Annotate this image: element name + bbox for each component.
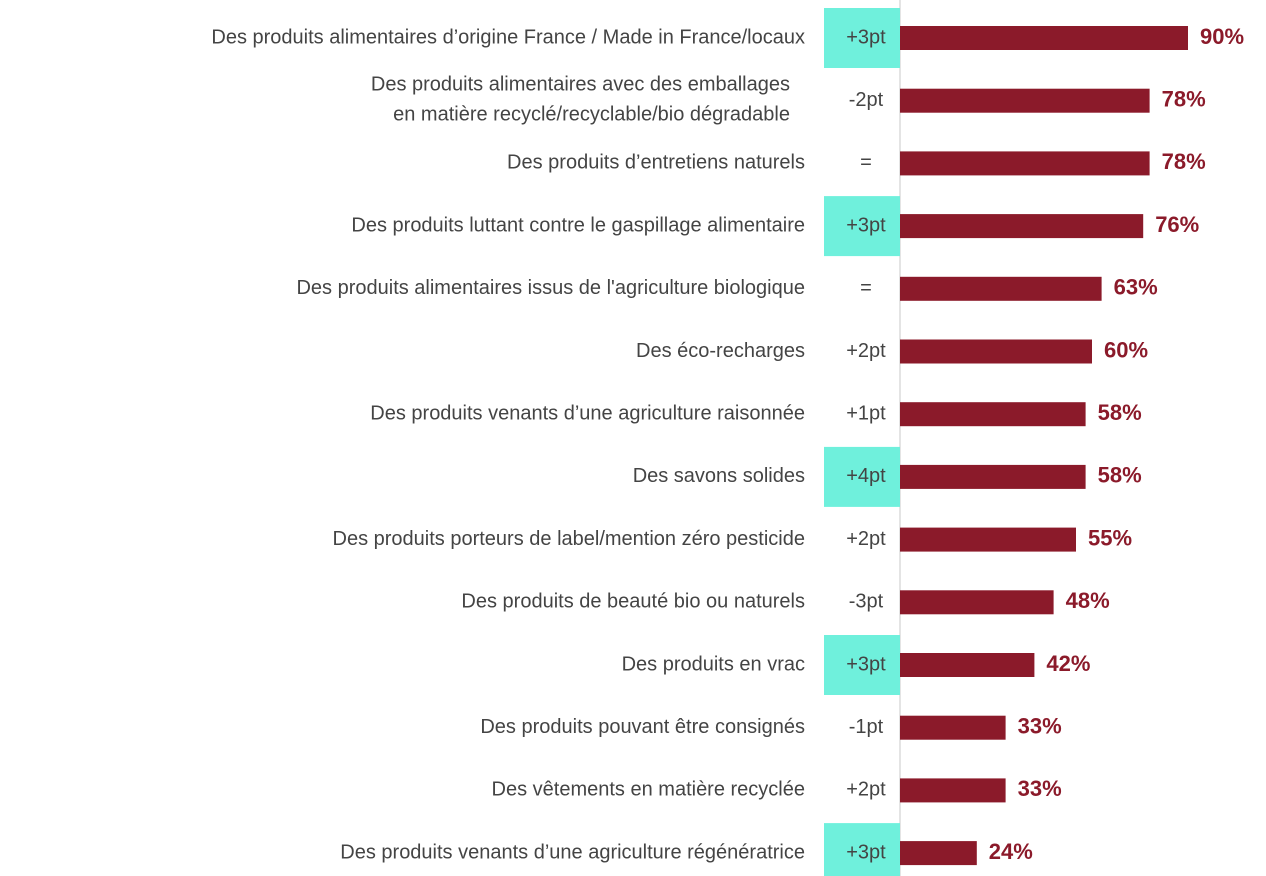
category-label: Des produits de beauté bio ou naturels xyxy=(461,591,805,613)
category-label: Des produits d’entretiens naturels xyxy=(507,152,805,174)
category-label: Des produits en vrac xyxy=(622,653,805,675)
bar xyxy=(900,778,1006,803)
delta-label: +2pt xyxy=(846,340,886,362)
value-label: 63% xyxy=(1114,275,1158,300)
value-label: 78% xyxy=(1162,87,1206,112)
bar xyxy=(900,214,1144,239)
bar xyxy=(900,653,1035,677)
delta-label: = xyxy=(860,277,872,299)
category-label: Des produits venants d’une agriculture r… xyxy=(340,841,805,863)
bar xyxy=(900,841,977,866)
delta-highlight xyxy=(824,446,900,507)
category-label-line: Des produits alimentaires avec des embal… xyxy=(371,74,790,96)
delta-highlight xyxy=(824,8,900,68)
delta-highlight xyxy=(824,196,900,257)
category-label: Des vêtements en matière recyclée xyxy=(492,779,805,801)
value-label: 55% xyxy=(1088,525,1132,550)
delta-label: +2pt xyxy=(846,528,886,550)
delta-label: -3pt xyxy=(849,591,884,613)
delta-label: = xyxy=(860,152,872,174)
category-label-line: en matière recyclé/recyclable/bio dégrad… xyxy=(393,104,790,126)
value-label: 58% xyxy=(1098,400,1142,425)
bar xyxy=(900,527,1076,552)
value-label: 78% xyxy=(1162,149,1206,174)
category-label: Des produits alimentaires avec des embal… xyxy=(371,74,790,126)
delta-label: +1pt xyxy=(846,402,886,424)
category-label: Des savons solides xyxy=(633,465,805,487)
bar xyxy=(900,88,1150,113)
category-label: Des éco-recharges xyxy=(636,340,805,362)
category-label: Des produits porteurs de label/mention z… xyxy=(333,528,805,550)
delta-label: +3pt xyxy=(846,653,886,675)
delta-label: +3pt xyxy=(846,841,886,863)
delta-label: -1pt xyxy=(849,716,884,738)
delta-highlight xyxy=(824,635,900,695)
value-label: 42% xyxy=(1046,651,1090,676)
bar xyxy=(900,590,1054,615)
category-label: Des produits alimentaires issus de l'agr… xyxy=(296,277,805,299)
delta-highlight xyxy=(824,823,900,876)
value-label: 60% xyxy=(1104,337,1148,362)
value-label: 33% xyxy=(1018,714,1062,739)
delta-label: +3pt xyxy=(846,26,886,48)
delta-label: +2pt xyxy=(846,779,886,801)
bar xyxy=(900,276,1102,301)
value-label: 76% xyxy=(1155,212,1199,237)
category-label: Des produits alimentaires d’origine Fran… xyxy=(211,26,805,48)
bar xyxy=(900,151,1150,176)
category-label: Des produits pouvant être consignés xyxy=(480,716,805,738)
value-label: 58% xyxy=(1098,463,1142,488)
category-label: Des produits venants d’une agriculture r… xyxy=(370,402,805,424)
delta-label: -2pt xyxy=(849,89,884,111)
value-label: 48% xyxy=(1066,588,1110,613)
bar xyxy=(900,339,1092,364)
value-label: 90% xyxy=(1200,24,1244,49)
value-label: 33% xyxy=(1018,776,1062,801)
delta-label: +3pt xyxy=(846,214,886,236)
value-label: 24% xyxy=(989,839,1033,864)
bar xyxy=(900,26,1188,50)
category-label: Des produits luttant contre le gaspillag… xyxy=(351,214,805,236)
bar xyxy=(900,402,1086,427)
bar xyxy=(900,464,1086,489)
delta-label: +4pt xyxy=(846,465,886,487)
bar xyxy=(900,715,1006,740)
